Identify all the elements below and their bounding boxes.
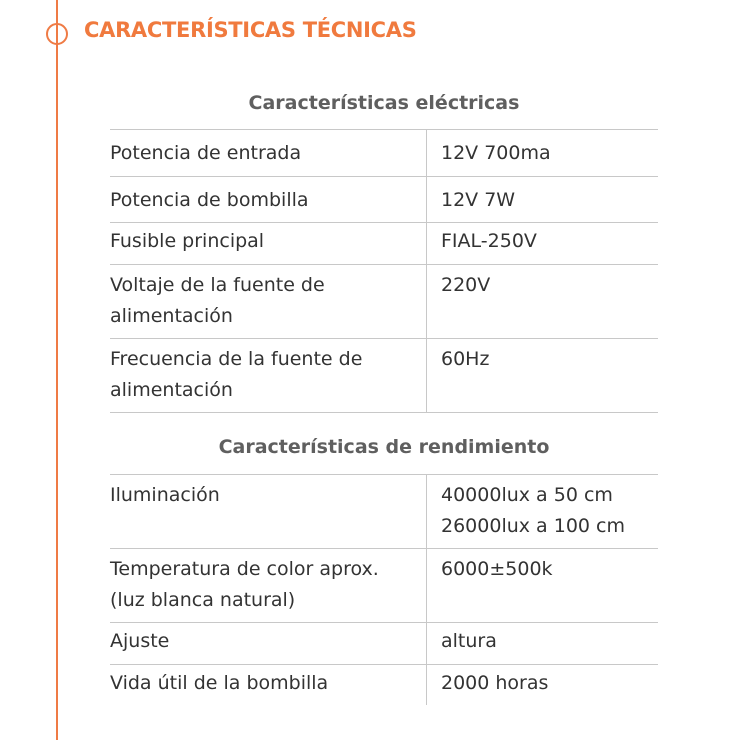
row-label: Ajuste <box>110 622 427 665</box>
row-label: Fusible principal <box>110 222 427 265</box>
table-row: Voltaje de la fuente de alimentación 220V <box>110 264 658 339</box>
table-row: Frecuencia de la fuente de alimentación 6… <box>110 338 658 413</box>
timeline-line <box>56 0 58 740</box>
section-heading-electrical: Características eléctricas <box>248 92 520 114</box>
row-value: 2000 horas <box>426 664 658 705</box>
row-value: 12V 700ma <box>426 129 658 177</box>
row-value: altura <box>426 622 658 665</box>
row-label: Temperatura de color aprox. (luz blanca … <box>110 548 427 623</box>
table-row: Iluminación 40000lux a 50 cm 26000lux a 1… <box>110 474 658 549</box>
table-row: Vida útil de la bombilla 2000 horas <box>110 664 658 705</box>
row-label: Vida útil de la bombilla <box>110 664 427 705</box>
row-value: 220V <box>426 264 658 339</box>
row-label: Voltaje de la fuente de alimentación <box>110 264 427 339</box>
timeline-marker-icon <box>46 23 68 45</box>
table-row: Fusible principal FIAL-250V <box>110 222 658 265</box>
row-value: 60Hz <box>426 338 658 413</box>
table-row: Potencia de entrada 12V 700ma <box>110 129 658 177</box>
row-value: FIAL-250V <box>426 222 658 265</box>
row-value: 6000±500k <box>426 548 658 623</box>
electrical-table: Potencia de entrada 12V 700ma Potencia de… <box>110 129 658 413</box>
page-title: CARACTERÍSTICAS TÉCNICAS <box>84 18 417 42</box>
table-row: Temperatura de color aprox. (luz blanca … <box>110 548 658 623</box>
performance-table: Iluminación 40000lux a 50 cm 26000lux a 1… <box>110 474 658 705</box>
row-label: Potencia de entrada <box>110 129 427 177</box>
section-heading-performance: Características de rendimiento <box>218 436 550 458</box>
row-label: Potencia de bombilla <box>110 176 427 223</box>
row-label: Iluminación <box>110 474 427 549</box>
row-value: 12V 7W <box>426 176 658 223</box>
row-value: 40000lux a 50 cm 26000lux a 100 cm <box>426 474 658 549</box>
table-row: Potencia de bombilla 12V 7W <box>110 176 658 223</box>
table-row: Ajuste altura <box>110 622 658 665</box>
row-label: Frecuencia de la fuente de alimentación <box>110 338 427 413</box>
